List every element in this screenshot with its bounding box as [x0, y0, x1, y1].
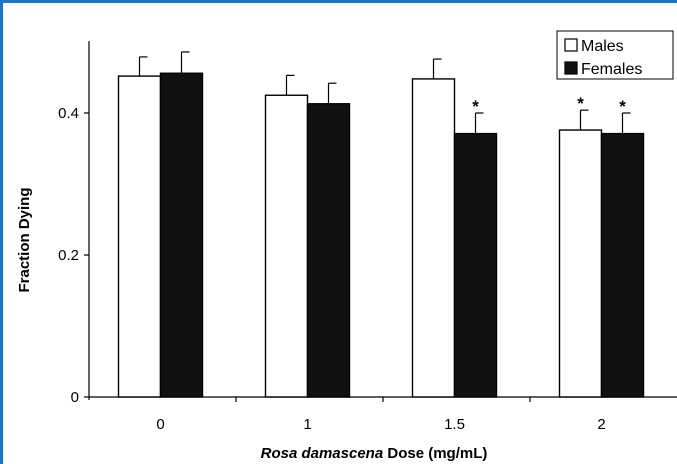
- y-tick-label: 0.4: [58, 105, 79, 122]
- x-tick-label: 2: [597, 416, 605, 433]
- bar-females: [600, 132, 645, 398]
- significance-markers: * * *: [472, 94, 626, 116]
- legend-label-females: Females: [581, 61, 642, 78]
- bar-females: [306, 103, 351, 398]
- legend-swatch-males: [564, 38, 578, 52]
- bar-females: [159, 72, 204, 398]
- legend: Males Females: [556, 30, 674, 80]
- y-ticks: 0 0.2 0.4: [58, 105, 89, 406]
- bar-males: [558, 129, 603, 398]
- significance-star: *: [577, 94, 584, 113]
- x-tick-label: 0: [156, 416, 164, 433]
- bars: [117, 51, 645, 398]
- x-axis-title-rest: Dose (mg/mL): [383, 445, 487, 462]
- bar-males: [117, 75, 162, 398]
- legend-label-males: Males: [581, 38, 624, 55]
- x-tick-label: 1.5: [444, 416, 465, 433]
- y-tick-label: 0.2: [58, 247, 79, 264]
- y-tick-label: 0: [71, 389, 79, 406]
- y-axis-title: Fraction Dying: [16, 187, 33, 292]
- significance-star: *: [472, 97, 479, 116]
- bar-males: [411, 78, 456, 398]
- x-tick-label: 1: [303, 416, 311, 433]
- x-ticks: 0 1 1.5 2: [156, 397, 606, 433]
- significance-star: *: [619, 97, 626, 116]
- x-axis-title: Rosa damascena Dose (mg/mL): [261, 445, 488, 462]
- bar-females: [453, 132, 498, 398]
- bar-males: [264, 94, 309, 398]
- x-axis-title-italic: Rosa damascena: [261, 445, 384, 462]
- bar-chart: 00.20.4 0 1 1.5 2 * * * Fraction Dying Rosa d…: [16, 30, 677, 462]
- legend-swatch-females: [564, 61, 578, 75]
